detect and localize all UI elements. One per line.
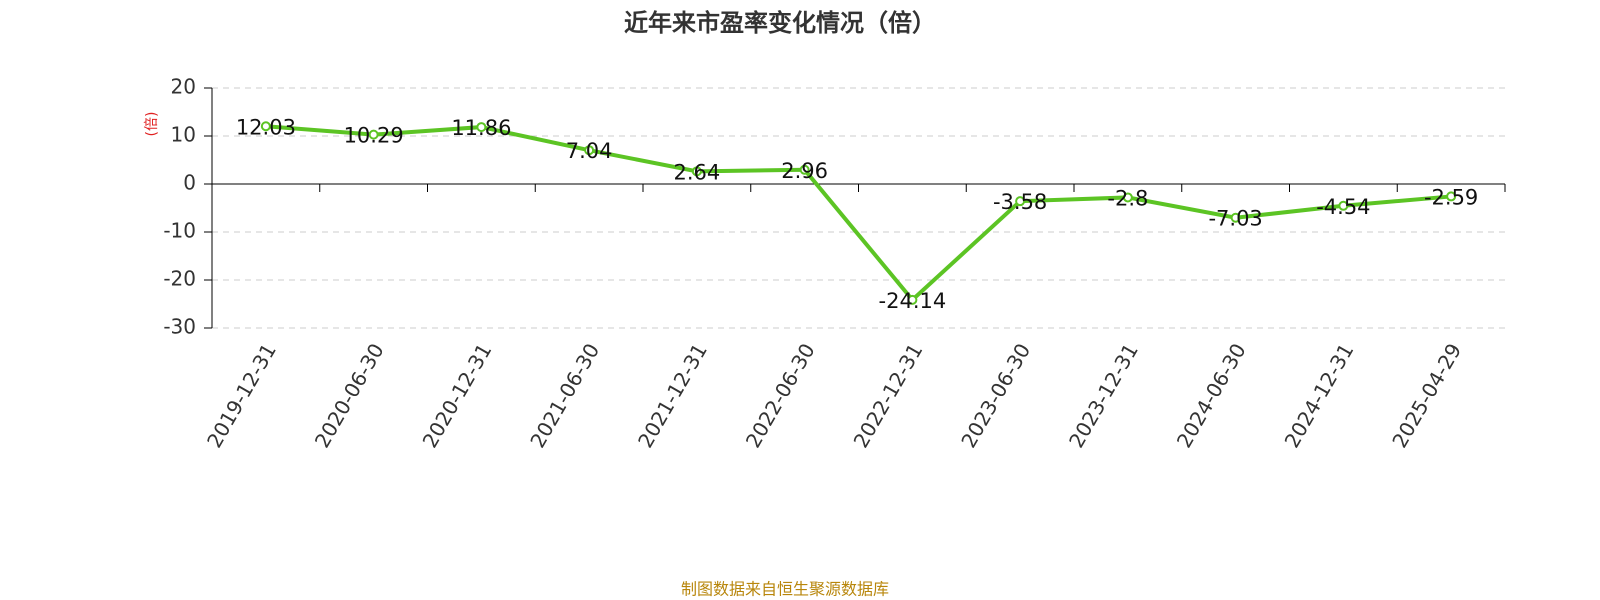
y-tick-label: 10 xyxy=(171,123,196,147)
value-label: 7.04 xyxy=(566,139,613,163)
x-tick-label: 2024-06-30 xyxy=(1172,339,1251,452)
y-axis-label: (倍) xyxy=(144,112,160,137)
value-label: 2.64 xyxy=(673,160,720,184)
value-label: -2.59 xyxy=(1424,185,1478,209)
point xyxy=(368,129,379,140)
point xyxy=(476,122,487,133)
x-tick-label: 2021-12-31 xyxy=(633,339,712,452)
point xyxy=(1230,212,1241,223)
x-tick-label: 2022-06-30 xyxy=(741,339,820,452)
point xyxy=(584,145,595,156)
value-label: 10.29 xyxy=(344,124,404,148)
value-label: 11.86 xyxy=(451,116,511,140)
chart-title: 近年来市盈率变化情况（倍） xyxy=(624,9,936,37)
x-tick-label: 2023-06-30 xyxy=(956,339,1035,452)
y-tick-label: 20 xyxy=(171,75,196,99)
x-tick-label: 2025-04-29 xyxy=(1387,339,1466,452)
x-tick-label: 2020-06-30 xyxy=(310,339,389,452)
x-tick-label: 2020-12-31 xyxy=(418,339,497,452)
point xyxy=(1446,191,1457,202)
y-tick-label: -10 xyxy=(163,219,196,243)
x-tick-label: 2021-06-30 xyxy=(525,339,604,452)
value-label: -2.8 xyxy=(1107,186,1148,210)
point xyxy=(691,166,702,177)
x-tick-label: 2022-12-31 xyxy=(849,339,928,452)
point xyxy=(1338,200,1349,211)
value-label: -24.14 xyxy=(879,289,947,313)
y-tick-label: 0 xyxy=(183,171,196,195)
point xyxy=(907,294,918,305)
x-tick-label: 2019-12-31 xyxy=(202,339,281,452)
series-line xyxy=(265,124,1452,303)
value-label: -4.54 xyxy=(1316,195,1370,219)
value-label: -7.03 xyxy=(1208,207,1262,231)
value-label: 2.96 xyxy=(781,159,828,183)
point xyxy=(1015,196,1026,207)
source-note: 制图数据来自恒生聚源数据库 xyxy=(681,580,889,599)
point xyxy=(1122,192,1133,203)
y-tick-label: -30 xyxy=(163,315,196,339)
value-label: -3.58 xyxy=(993,190,1047,214)
y-tick-label: -20 xyxy=(163,267,196,291)
point xyxy=(799,164,810,175)
x-tick-label: 2024-12-31 xyxy=(1280,339,1359,452)
point xyxy=(260,121,271,132)
value-label: 12.03 xyxy=(236,115,296,139)
x-tick-label: 2023-12-31 xyxy=(1064,339,1143,452)
